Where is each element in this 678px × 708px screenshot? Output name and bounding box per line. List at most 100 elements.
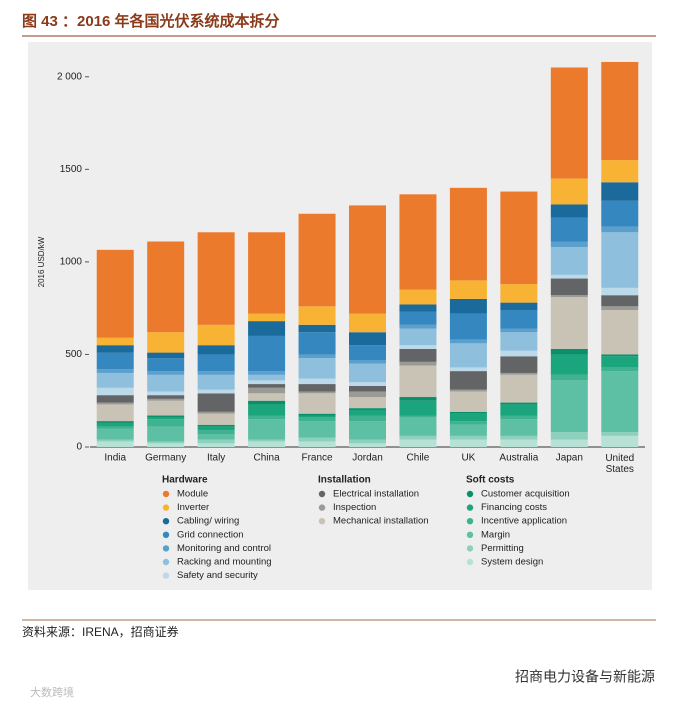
bar-segment bbox=[550, 204, 588, 218]
bar-segment bbox=[449, 411, 487, 414]
legend-label: Mechanical installation bbox=[333, 516, 429, 527]
bar-segment bbox=[147, 395, 185, 399]
bar-segment bbox=[197, 393, 235, 412]
x-tick-label: Chile bbox=[407, 453, 430, 464]
y-tick-label: 1500 bbox=[60, 164, 83, 175]
bar-segment bbox=[550, 295, 588, 298]
legend-label: Margin bbox=[481, 529, 510, 540]
bar-segment bbox=[349, 332, 386, 346]
legend-label: Cabling/ wiring bbox=[177, 516, 239, 527]
bar-segment bbox=[399, 439, 437, 447]
bar-segment bbox=[248, 439, 286, 442]
legend-marker bbox=[318, 504, 326, 511]
bar-segment bbox=[500, 402, 538, 405]
bar-segment bbox=[601, 367, 639, 372]
bar-segment bbox=[550, 380, 588, 433]
bar-segment bbox=[147, 352, 185, 359]
bar-segment bbox=[248, 415, 286, 420]
x-tick-label: Japan bbox=[556, 453, 583, 464]
bar-segment bbox=[298, 332, 336, 355]
x-tick-label: Australia bbox=[499, 453, 538, 464]
bar-segment bbox=[197, 430, 235, 435]
bar-segment bbox=[96, 387, 134, 396]
bar-segment bbox=[298, 417, 336, 422]
bar-segment bbox=[349, 205, 386, 314]
y-tick-label: 0 bbox=[76, 442, 82, 453]
bar-segment bbox=[349, 415, 386, 422]
bar-segment bbox=[399, 311, 437, 325]
bar-segment bbox=[399, 348, 437, 362]
bar-segment bbox=[449, 280, 487, 299]
bar-segment bbox=[147, 419, 185, 427]
bar-segment bbox=[147, 426, 185, 442]
legend-marker bbox=[466, 531, 474, 538]
bar-segment bbox=[298, 415, 336, 418]
bar-segment bbox=[96, 422, 134, 427]
bar-segment bbox=[298, 437, 336, 442]
bar-segment bbox=[449, 187, 487, 281]
bar-segment bbox=[601, 354, 639, 357]
bar-segment bbox=[298, 213, 336, 307]
bar-segment bbox=[147, 417, 185, 420]
bar-segment bbox=[500, 310, 538, 329]
bar-segment bbox=[298, 384, 336, 392]
bar-segment bbox=[147, 441, 185, 444]
bar-segment bbox=[96, 249, 134, 338]
bar-segment bbox=[349, 443, 386, 447]
bar-segment bbox=[298, 441, 336, 447]
bar-segment bbox=[197, 411, 235, 414]
bar-segment bbox=[601, 287, 639, 296]
bar-segment bbox=[298, 391, 336, 394]
bar-segment bbox=[399, 194, 437, 290]
bar-segment bbox=[248, 393, 286, 401]
bar-segment bbox=[601, 232, 639, 288]
bar-segment bbox=[550, 439, 588, 447]
legend-marker bbox=[466, 518, 474, 525]
x-tick-label: United States bbox=[605, 453, 634, 475]
bar-segment bbox=[550, 178, 588, 205]
bar-segment bbox=[96, 369, 134, 373]
bar-segment bbox=[601, 356, 639, 368]
bar-segment bbox=[500, 415, 538, 420]
bar-segment bbox=[197, 345, 235, 355]
legend-marker bbox=[162, 572, 170, 579]
bar-segment bbox=[500, 328, 538, 333]
bar-segment bbox=[601, 435, 639, 447]
bar-segment bbox=[147, 371, 185, 375]
bar-segment bbox=[248, 419, 286, 440]
legend-label: Racking and mounting bbox=[177, 557, 272, 568]
bar-segment bbox=[349, 439, 386, 444]
bar-segment bbox=[449, 313, 487, 340]
bar-segment bbox=[500, 435, 538, 440]
legend-label: Grid connection bbox=[177, 529, 244, 540]
bar-segment bbox=[96, 337, 134, 346]
bar-segment bbox=[550, 278, 588, 296]
legend-marker bbox=[318, 490, 326, 498]
bar-segment bbox=[449, 367, 487, 372]
legend-label: Inverter bbox=[177, 502, 209, 513]
bar-segment bbox=[349, 421, 386, 440]
bar-segment bbox=[298, 413, 336, 416]
legend-label: Safety and security bbox=[177, 570, 258, 581]
bar-segment bbox=[349, 359, 386, 364]
bar-segment bbox=[197, 424, 235, 427]
bar-segment bbox=[349, 313, 386, 333]
legend-marker bbox=[162, 504, 170, 511]
bar-segment bbox=[248, 441, 286, 447]
bar-segment bbox=[349, 397, 386, 409]
page-title: 图 43 ：2016 年各国光伏系统成本拆分 bbox=[22, 12, 280, 30]
legend-label: Electrical installation bbox=[333, 489, 419, 500]
bar-segment bbox=[399, 435, 437, 440]
bar-segment bbox=[96, 352, 134, 370]
legend-marker bbox=[162, 531, 170, 538]
bar-segment bbox=[96, 402, 134, 405]
bar-segment bbox=[349, 391, 386, 398]
bar-segment bbox=[147, 358, 185, 372]
bar-segment bbox=[349, 409, 386, 416]
bar-segment bbox=[147, 443, 185, 447]
bar-segment bbox=[399, 417, 437, 436]
bar-segment bbox=[96, 421, 134, 423]
bar-segment bbox=[500, 356, 538, 373]
